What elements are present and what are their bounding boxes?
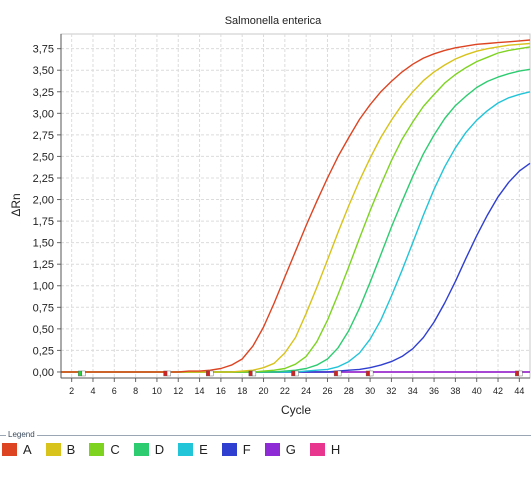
legend-items: A B C D E F G H [2, 442, 354, 457]
legend-title: Legend [6, 430, 37, 440]
baseline-marker [369, 370, 374, 377]
x-tick-label: 26 [322, 386, 332, 396]
y-axis-label: ΔRn [9, 193, 23, 216]
legend-label: C [110, 442, 120, 457]
y-tick-label: 0,00 [33, 367, 54, 379]
y-tick-label: 0,25 [33, 345, 54, 357]
x-tick-label: 8 [133, 386, 138, 396]
x-tick-label: 2 [69, 386, 74, 396]
x-tick-label: 16 [216, 386, 226, 396]
x-tick-label: 4 [90, 386, 95, 396]
baseline-marker [163, 370, 168, 377]
x-tick-label: 36 [429, 386, 439, 396]
grid [60, 33, 531, 379]
x-tick-label: 28 [344, 386, 354, 396]
baseline-marker [515, 370, 520, 377]
x-axis-label: Cycle [281, 403, 311, 417]
baseline-marker [206, 370, 210, 377]
baseline-marker [518, 370, 523, 377]
x-tick-label: 14 [195, 386, 205, 396]
baseline-marker [291, 370, 296, 377]
legend-swatch [178, 443, 194, 456]
legend-item-f: F [221, 442, 251, 457]
x-tick-label: 34 [408, 386, 418, 396]
baseline-marker [81, 370, 86, 377]
y-tick-label: 1,25 [33, 259, 54, 271]
plot-area [60, 33, 531, 379]
x-tick-label: 18 [237, 386, 247, 396]
x-tick-label: 38 [450, 386, 460, 396]
x-tick-label: 20 [259, 386, 269, 396]
baseline-marker [209, 370, 214, 377]
baseline-marker [166, 370, 171, 377]
legend: Legend A B C D E F G H [0, 430, 531, 488]
y-tick-label: 0,50 [33, 324, 54, 336]
y-tick-label: 0,75 [33, 302, 54, 314]
legend-item-g: G [264, 442, 296, 457]
x-tick-label: 24 [301, 386, 311, 396]
baseline-marker [78, 370, 83, 377]
x-tick-label: 6 [112, 386, 117, 396]
legend-label: B [66, 442, 76, 457]
x-tick-label: 10 [152, 386, 162, 396]
axes: 0,00 0,25 0,50 0,75 1,00 1,25 1,50 1,75 2,00 2,25… [33, 34, 530, 396]
legend-swatch [221, 443, 237, 456]
threshold-markers [78, 370, 523, 377]
x-tick-label: 40 [472, 386, 482, 396]
legend-label: D [154, 442, 165, 457]
y-tick-label: 1,50 [33, 238, 54, 250]
y-tick-label: 3,00 [33, 108, 54, 120]
legend-divider [0, 435, 531, 436]
x-tick-label: 32 [386, 386, 396, 396]
legend-label: F [242, 442, 251, 457]
y-tick-label: 2,25 [33, 173, 54, 185]
chart-title: Salmonella enterica [225, 15, 322, 27]
legend-item-a: A [2, 442, 32, 457]
legend-item-h: H [309, 442, 341, 457]
y-tick-label: 2,50 [33, 151, 54, 163]
legend-swatch [264, 443, 280, 456]
x-tick-label: 44 [514, 386, 524, 396]
amplification-chart: Salmonella enterica 0,00 0,25 0,50 0,75 1,00… [9, 15, 531, 417]
legend-swatch [309, 443, 325, 456]
legend-swatch [2, 443, 17, 456]
x-tick-label: 30 [365, 386, 375, 396]
y-tick-label: 1,75 [33, 216, 54, 228]
legend-item-c: C [89, 442, 120, 457]
legend-item-e: E [178, 442, 208, 457]
x-tick-label: 42 [493, 386, 503, 396]
baseline-marker [333, 370, 338, 377]
y-tick-label: 3,25 [33, 87, 54, 99]
legend-swatch [133, 443, 149, 456]
series-line-a [61, 39, 531, 373]
baseline-marker [337, 370, 342, 377]
y-tick-label: 2,75 [33, 130, 54, 142]
y-tick-label: 3,50 [33, 65, 54, 77]
y-tick-label: 2,00 [33, 195, 54, 207]
legend-label: G [285, 442, 296, 457]
x-tick-label: 22 [280, 386, 290, 396]
legend-label: A [23, 442, 32, 457]
chart-svg: Salmonella enterica 0,00 0,25 0,50 0,75 1,00… [9, 15, 531, 417]
y-tick-label: 3,75 [33, 44, 54, 56]
legend-item-d: D [133, 442, 165, 457]
legend-label: E [199, 442, 208, 457]
legend-swatch [89, 443, 105, 456]
legend-item-b: B [45, 442, 76, 457]
baseline-marker [248, 370, 253, 377]
x-tick-label: 12 [173, 386, 183, 396]
legend-swatch [45, 443, 61, 456]
baseline-marker [252, 370, 257, 377]
y-tick-label: 1,00 [33, 281, 54, 293]
legend-label: H [330, 442, 341, 457]
baseline-marker [365, 370, 370, 377]
baseline-marker [294, 370, 299, 377]
